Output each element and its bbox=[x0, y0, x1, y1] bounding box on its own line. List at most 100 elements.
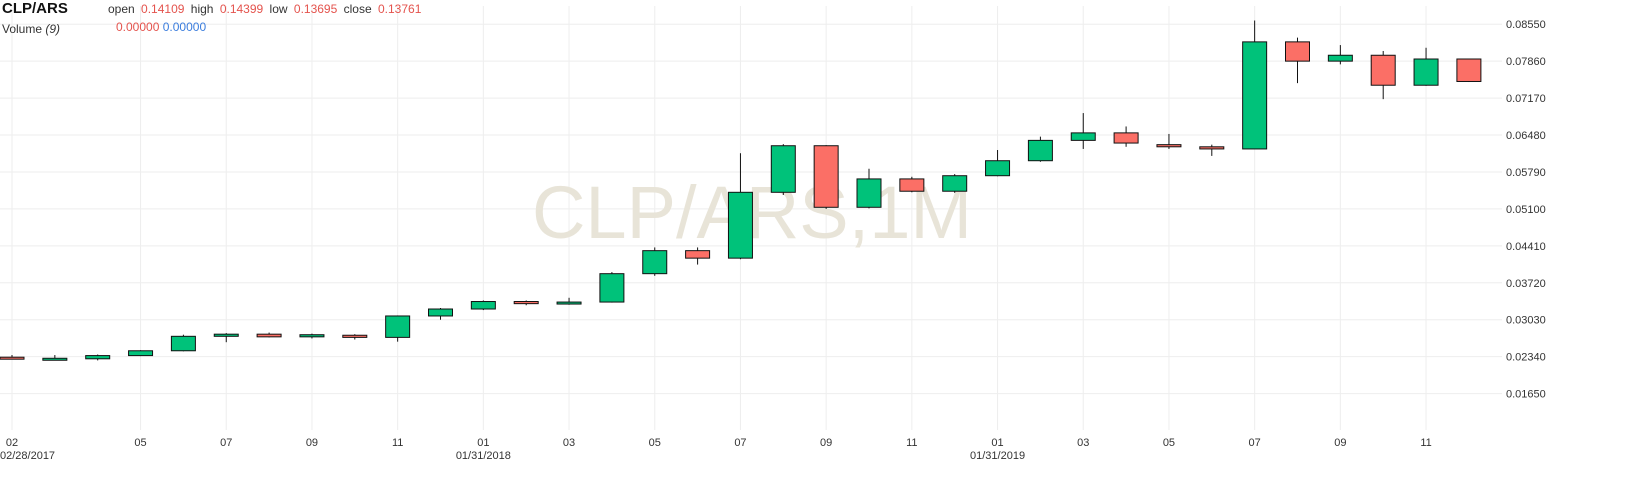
x-tick-label: 11 bbox=[392, 437, 403, 449]
y-tick-label: 0.06480 bbox=[1506, 130, 1546, 142]
y-tick-label: 0.02340 bbox=[1506, 352, 1546, 364]
volume-value-1: 0.00000 bbox=[116, 20, 160, 34]
candle[interactable] bbox=[170, 334, 196, 352]
close-label: close bbox=[343, 2, 372, 16]
candle[interactable] bbox=[213, 333, 239, 343]
open-label: open bbox=[108, 2, 135, 16]
x-tick-label: 09 bbox=[306, 437, 318, 449]
candle[interactable] bbox=[42, 355, 68, 361]
candle[interactable] bbox=[0, 355, 25, 360]
x-tick-label: 11 bbox=[1420, 437, 1431, 449]
volume-indicator-label: Volume (9) bbox=[2, 22, 60, 36]
candle[interactable] bbox=[1242, 20, 1268, 150]
candle[interactable] bbox=[299, 333, 325, 339]
candle-body bbox=[1370, 54, 1396, 86]
candle-body bbox=[42, 357, 68, 361]
close-value: 0.13761 bbox=[378, 2, 422, 16]
ohlc-readout: open 0.14109 high 0.14399 low 0.13695 cl… bbox=[108, 2, 424, 16]
x-date-label: 01/31/2019 bbox=[970, 450, 1025, 462]
candle[interactable] bbox=[1327, 45, 1353, 65]
candle[interactable] bbox=[813, 145, 839, 209]
candle[interactable] bbox=[1070, 113, 1096, 149]
candle[interactable] bbox=[985, 150, 1011, 177]
candle-body bbox=[128, 350, 154, 357]
candle[interactable] bbox=[1156, 133, 1182, 149]
x-tick-label: 03 bbox=[1077, 437, 1089, 449]
candle[interactable] bbox=[342, 334, 368, 340]
y-tick-label: 0.05100 bbox=[1506, 204, 1546, 216]
candle-body bbox=[0, 356, 25, 360]
candle-body bbox=[170, 335, 196, 352]
candle-body bbox=[470, 301, 496, 310]
x-tick-label: 05 bbox=[134, 437, 146, 449]
high-label: high bbox=[190, 2, 214, 16]
candle-body bbox=[727, 191, 753, 259]
x-tick-label: 05 bbox=[649, 437, 661, 449]
y-tick-label: 0.01650 bbox=[1506, 389, 1546, 401]
candle[interactable] bbox=[428, 307, 453, 320]
y-tick-label: 0.03720 bbox=[1506, 278, 1546, 290]
open-value: 0.14109 bbox=[141, 2, 185, 16]
candle-body bbox=[256, 333, 282, 338]
x-tick-label: 09 bbox=[1334, 437, 1346, 449]
low-value: 0.13695 bbox=[293, 2, 338, 16]
candle-body bbox=[1285, 41, 1310, 62]
high-value: 0.14399 bbox=[219, 2, 264, 16]
candle[interactable] bbox=[256, 332, 282, 338]
candle[interactable] bbox=[727, 153, 753, 260]
candle[interactable] bbox=[642, 247, 668, 276]
candle[interactable] bbox=[470, 300, 496, 311]
candle[interactable] bbox=[1113, 126, 1139, 147]
candle[interactable] bbox=[128, 350, 154, 357]
candle-body bbox=[856, 178, 882, 208]
candle[interactable] bbox=[1370, 50, 1396, 100]
candle-body bbox=[299, 334, 325, 338]
x-tick-label: 02 bbox=[6, 437, 18, 449]
x-tick-label: 01 bbox=[991, 437, 1003, 449]
candle[interactable] bbox=[513, 300, 539, 306]
x-date-label: 02/28/2017 bbox=[0, 450, 55, 462]
x-tick-label: 03 bbox=[563, 437, 575, 449]
candle[interactable] bbox=[1027, 136, 1053, 162]
low-label: low bbox=[269, 2, 288, 16]
volume-value-2: 0.00000 bbox=[162, 20, 207, 34]
candle[interactable] bbox=[1199, 144, 1225, 156]
candle-body bbox=[813, 145, 839, 208]
candle-body bbox=[942, 175, 968, 192]
candle-body bbox=[1113, 132, 1139, 144]
candle[interactable] bbox=[856, 168, 882, 209]
candle-body bbox=[1242, 41, 1268, 150]
candle[interactable] bbox=[942, 174, 968, 193]
x-tick-label: 01 bbox=[477, 437, 489, 449]
candle-body bbox=[342, 334, 368, 338]
candle-body bbox=[556, 301, 582, 305]
candle[interactable] bbox=[770, 144, 796, 195]
x-tick-label: 11 bbox=[906, 437, 917, 449]
x-tick-label: 07 bbox=[1249, 437, 1261, 449]
candle-body bbox=[85, 355, 111, 360]
candle[interactable] bbox=[599, 272, 625, 303]
candle[interactable] bbox=[556, 297, 582, 305]
candle[interactable] bbox=[85, 354, 111, 361]
x-date-label: 01/31/2018 bbox=[456, 450, 511, 462]
y-tick-label: 0.05790 bbox=[1506, 167, 1546, 179]
volume-label: Volume bbox=[2, 22, 43, 36]
candle-body bbox=[1456, 58, 1482, 82]
y-tick-label: 0.03030 bbox=[1506, 315, 1546, 327]
candle-body bbox=[685, 250, 711, 259]
x-tick-label: 09 bbox=[820, 437, 832, 449]
candle[interactable] bbox=[1413, 47, 1439, 86]
candle-body bbox=[385, 315, 411, 338]
candle-body bbox=[1327, 54, 1353, 62]
candle[interactable] bbox=[899, 176, 925, 193]
candle[interactable] bbox=[385, 315, 411, 342]
candle[interactable] bbox=[685, 247, 711, 265]
y-tick-label: 0.08550 bbox=[1506, 19, 1546, 31]
candle-body bbox=[770, 145, 796, 193]
candle[interactable] bbox=[1456, 58, 1482, 83]
candle-body bbox=[428, 308, 453, 317]
y-tick-label: 0.07170 bbox=[1506, 93, 1546, 105]
candle-body bbox=[1413, 58, 1439, 86]
candle[interactable] bbox=[1285, 37, 1310, 84]
